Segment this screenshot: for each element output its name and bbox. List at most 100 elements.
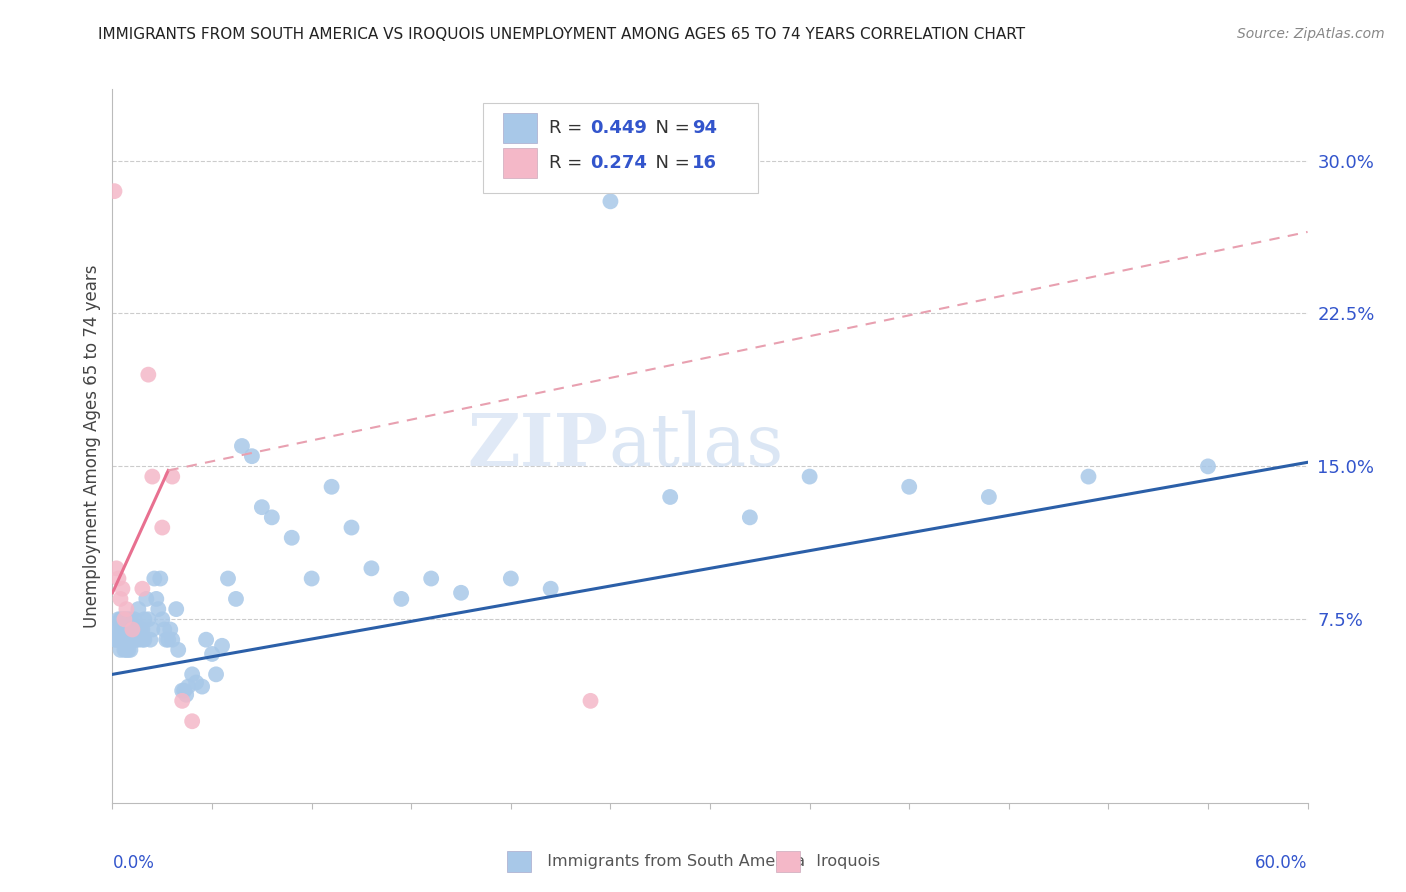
Point bbox=[115, 643, 138, 657]
Point bbox=[181, 667, 204, 681]
Point bbox=[129, 623, 152, 637]
Point bbox=[205, 667, 228, 681]
Text: Source: ZipAtlas.com: Source: ZipAtlas.com bbox=[1237, 27, 1385, 41]
Point bbox=[134, 612, 156, 626]
Bar bbox=[503, 148, 537, 178]
Point bbox=[977, 490, 1000, 504]
Point bbox=[120, 632, 142, 647]
Bar bbox=[776, 851, 800, 872]
Point bbox=[148, 602, 170, 616]
Point bbox=[159, 623, 181, 637]
Point bbox=[114, 643, 135, 657]
Point bbox=[201, 647, 224, 661]
Point bbox=[107, 612, 129, 626]
Point bbox=[103, 184, 125, 198]
Point bbox=[127, 632, 149, 647]
Point bbox=[121, 632, 143, 647]
Point bbox=[659, 490, 682, 504]
Point bbox=[110, 643, 132, 657]
Text: 94: 94 bbox=[692, 120, 717, 137]
Text: ZIP: ZIP bbox=[468, 410, 609, 482]
Point bbox=[131, 623, 153, 637]
Point bbox=[105, 632, 128, 647]
Point bbox=[139, 632, 162, 647]
Point bbox=[124, 632, 146, 647]
Point bbox=[898, 480, 921, 494]
Point bbox=[135, 591, 157, 606]
Point bbox=[211, 639, 233, 653]
Point bbox=[1077, 469, 1099, 483]
Point bbox=[799, 469, 821, 483]
Point bbox=[120, 643, 142, 657]
Point bbox=[114, 612, 135, 626]
Point bbox=[138, 612, 160, 626]
Text: IMMIGRANTS FROM SOUTH AMERICA VS IROQUOIS UNEMPLOYMENT AMONG AGES 65 TO 74 YEARS: IMMIGRANTS FROM SOUTH AMERICA VS IROQUOI… bbox=[98, 27, 1025, 42]
Text: Iroquois: Iroquois bbox=[806, 854, 880, 869]
Point bbox=[217, 572, 239, 586]
Text: N =: N = bbox=[644, 120, 696, 137]
Point bbox=[121, 623, 143, 637]
Point bbox=[131, 582, 153, 596]
Point bbox=[450, 586, 472, 600]
Point bbox=[117, 632, 139, 647]
Point bbox=[145, 591, 167, 606]
Point bbox=[114, 623, 135, 637]
Point bbox=[1197, 459, 1219, 474]
Point bbox=[150, 520, 173, 534]
Point bbox=[125, 632, 148, 647]
Point bbox=[165, 602, 187, 616]
Point bbox=[157, 632, 180, 647]
Point bbox=[153, 623, 176, 637]
Point bbox=[155, 632, 177, 647]
Point bbox=[738, 510, 761, 524]
Point bbox=[120, 612, 142, 626]
Point bbox=[115, 602, 138, 616]
Point bbox=[141, 469, 163, 483]
Point bbox=[250, 500, 273, 515]
Point bbox=[499, 572, 522, 586]
Point bbox=[389, 591, 412, 606]
FancyBboxPatch shape bbox=[484, 103, 758, 193]
Point bbox=[173, 683, 195, 698]
Text: R =: R = bbox=[548, 120, 588, 137]
Point bbox=[111, 632, 134, 647]
Point bbox=[167, 643, 190, 657]
Point bbox=[120, 623, 142, 637]
Point bbox=[191, 680, 214, 694]
Bar bbox=[508, 851, 531, 872]
Point bbox=[110, 632, 132, 647]
Point bbox=[111, 612, 134, 626]
Point bbox=[110, 591, 132, 606]
Point bbox=[111, 623, 134, 637]
Point bbox=[420, 572, 443, 586]
Point bbox=[231, 439, 253, 453]
Point bbox=[599, 194, 621, 209]
Text: Immigrants from South America: Immigrants from South America bbox=[537, 854, 804, 869]
Point bbox=[110, 612, 132, 626]
Point bbox=[105, 623, 128, 637]
Point bbox=[117, 643, 139, 657]
Point bbox=[360, 561, 382, 575]
Point bbox=[301, 572, 323, 586]
Point bbox=[107, 572, 129, 586]
Text: N =: N = bbox=[644, 153, 696, 171]
Point bbox=[114, 612, 135, 626]
Point bbox=[150, 612, 173, 626]
Point bbox=[107, 623, 129, 637]
Point bbox=[162, 469, 183, 483]
Point bbox=[121, 623, 143, 637]
Text: R =: R = bbox=[548, 153, 588, 171]
Point bbox=[105, 561, 128, 575]
Text: atlas: atlas bbox=[609, 410, 783, 482]
Point bbox=[107, 632, 129, 647]
Point bbox=[240, 449, 263, 463]
Point bbox=[117, 623, 139, 637]
Point bbox=[540, 582, 562, 596]
Point bbox=[131, 632, 153, 647]
Point bbox=[340, 520, 363, 534]
Point bbox=[186, 675, 208, 690]
Point bbox=[195, 632, 218, 647]
Point bbox=[125, 623, 148, 637]
Text: 16: 16 bbox=[692, 153, 717, 171]
Point bbox=[172, 683, 194, 698]
